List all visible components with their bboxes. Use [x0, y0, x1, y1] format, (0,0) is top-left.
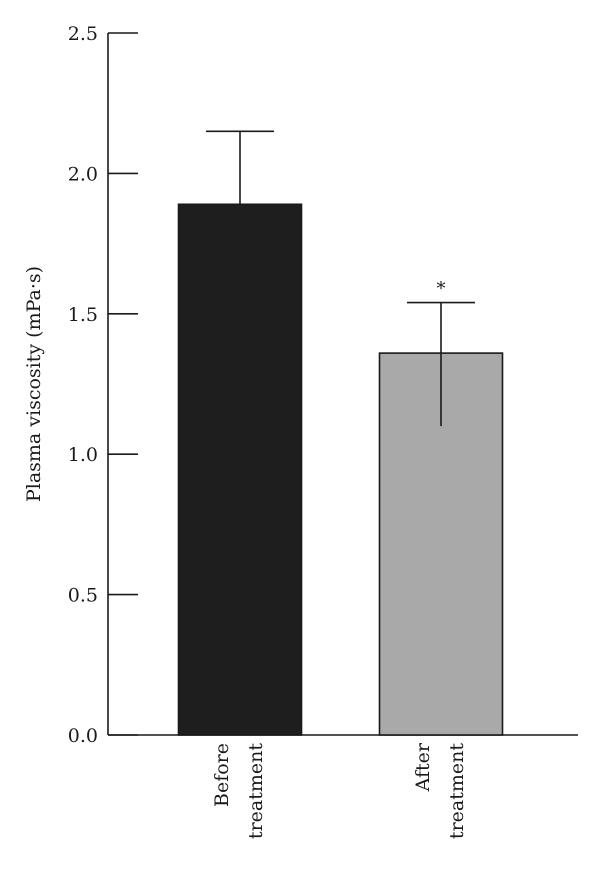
bars [177, 203, 504, 736]
labels: 0.0 0.5 1.0 1.5 2.0 2.5 Plasma viscosity (mPa·… [23, 23, 468, 839]
x-tick-label-line: Before [211, 743, 233, 807]
y-tick-label: 0.5 [68, 585, 98, 607]
y-tick-label: 1.5 [68, 304, 98, 326]
y-axis-title: Plasma viscosity (mPa·s) [23, 266, 45, 502]
x-tick-label: Before treatment [211, 743, 267, 839]
x-tick-label: After treatment [412, 742, 468, 839]
y-tick-label: 1.0 [68, 444, 98, 466]
y-tick-label: 2.0 [68, 163, 98, 185]
y-tick-label: 2.5 [68, 23, 98, 45]
x-tick-label-line: After [412, 742, 434, 792]
y-tick-label: 0.0 [68, 725, 98, 747]
x-tick-label-line: treatment [446, 743, 468, 839]
error-bars [206, 130, 475, 427]
bar-1 [177, 203, 303, 736]
significance-marker: * [437, 279, 446, 300]
x-tick-label-line: treatment [245, 743, 267, 839]
